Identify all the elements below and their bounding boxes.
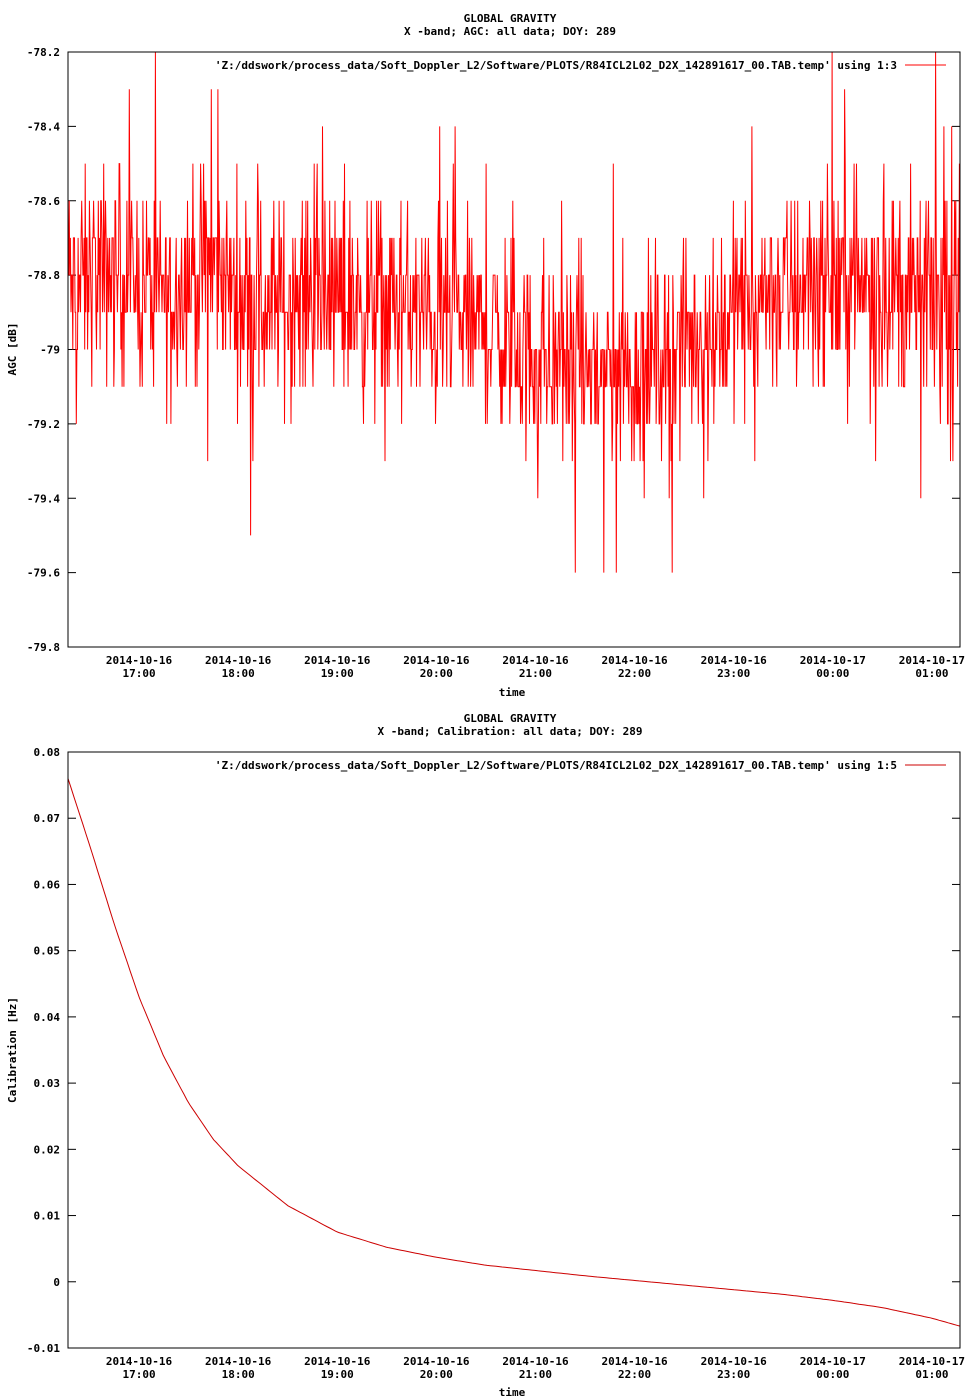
- x-tick-label: 21:00: [519, 667, 552, 680]
- y-tick-label: -79.6: [27, 567, 60, 580]
- axis-ticks: -78.2 -78.4 -78.6 -78.8 -79 -79.2 -79.4 -79.6 -7…: [27, 46, 965, 680]
- series-line: [68, 51, 961, 573]
- chart-title: GLOBAL GRAVITY: [464, 12, 557, 25]
- y-axis-label: Calibration [Hz]: [6, 997, 19, 1103]
- y-tick-label: 0.02: [34, 1143, 61, 1156]
- x-tick-label: 22:00: [618, 1368, 651, 1381]
- y-tick-label: -0.01: [27, 1342, 60, 1355]
- x-tick-label: 2014-10-17: [800, 1355, 866, 1368]
- y-tick-label: -79: [40, 344, 60, 357]
- x-tick-label: 18:00: [222, 1368, 255, 1381]
- y-tick-label: 0.07: [34, 812, 61, 825]
- x-tick-label: 2014-10-16: [205, 1355, 272, 1368]
- x-tick-label: 2014-10-16: [304, 654, 371, 667]
- x-tick-label: 00:00: [816, 667, 849, 680]
- x-tick-label: 2014-10-16: [701, 1355, 768, 1368]
- y-tick-label: 0.01: [34, 1210, 61, 1223]
- x-tick-label: 2014-10-16: [502, 654, 569, 667]
- x-tick-label: 2014-10-16: [701, 654, 768, 667]
- x-tick-label: 2014-10-16: [601, 1355, 668, 1368]
- x-tick-label: 17:00: [122, 667, 155, 680]
- x-axis-label: time: [499, 1386, 526, 1399]
- x-tick-label: 2014-10-16: [502, 1355, 569, 1368]
- y-tick-label: -78.8: [27, 269, 60, 282]
- y-tick-label: -79.4: [27, 492, 60, 505]
- x-tick-label: 23:00: [717, 1368, 750, 1381]
- x-tick-label: 2014-10-16: [205, 654, 272, 667]
- x-tick-label: 23:00: [717, 667, 750, 680]
- x-tick-label: 2014-10-16: [106, 654, 173, 667]
- chart-subtitle: X -band; AGC: all data; DOY: 289: [404, 25, 616, 38]
- x-tick-label: 01:00: [915, 667, 948, 680]
- y-tick-label: 0.08: [34, 746, 61, 759]
- x-tick-label: 2014-10-16: [403, 654, 470, 667]
- legend-label: 'Z:/ddswork/process_data/Soft_Doppler_L2…: [215, 59, 897, 72]
- calibration-chart: GLOBAL GRAVITY X -band; Calibration: all…: [6, 712, 965, 1399]
- x-tick-label: 2014-10-17: [899, 1355, 965, 1368]
- legend-label: 'Z:/ddswork/process_data/Soft_Doppler_L2…: [215, 759, 897, 772]
- y-tick-label: -78.6: [27, 195, 60, 208]
- x-tick-label: 19:00: [321, 1368, 354, 1381]
- y-axis-label: AGC [dB]: [6, 323, 19, 376]
- x-tick-label: 2014-10-16: [601, 654, 668, 667]
- y-tick-label: 0.05: [34, 945, 61, 958]
- x-tick-label: 2014-10-17: [899, 654, 965, 667]
- x-tick-label: 20:00: [420, 1368, 453, 1381]
- x-tick-label: 2014-10-16: [304, 1355, 371, 1368]
- plot-frame: [67, 751, 961, 1349]
- x-tick-label: 22:00: [618, 667, 651, 680]
- y-tick-label: -79.8: [27, 641, 60, 654]
- chart-title: GLOBAL GRAVITY: [464, 712, 557, 725]
- y-tick-label: 0.06: [34, 878, 61, 891]
- plot-frame: [67, 51, 961, 648]
- x-tick-label: 20:00: [420, 667, 453, 680]
- series-line: [67, 778, 961, 1327]
- agc-chart: GLOBAL GRAVITY X -band; AGC: all data; D…: [6, 12, 965, 699]
- y-tick-label: 0.04: [34, 1011, 61, 1024]
- x-tick-label: 2014-10-16: [403, 1355, 470, 1368]
- y-tick-label: -78.4: [27, 120, 60, 133]
- x-tick-label: 17:00: [122, 1368, 155, 1381]
- x-axis-label: time: [499, 686, 526, 699]
- x-tick-label: 2014-10-16: [106, 1355, 173, 1368]
- x-tick-label: 2014-10-17: [800, 654, 866, 667]
- x-tick-label: 19:00: [321, 667, 354, 680]
- chart-subtitle: X -band; Calibration: all data; DOY: 289: [378, 725, 643, 738]
- x-tick-label: 18:00: [222, 667, 255, 680]
- x-tick-label: 21:00: [519, 1368, 552, 1381]
- y-tick-label: 0: [53, 1276, 60, 1289]
- y-tick-label: 0.03: [34, 1077, 61, 1090]
- y-tick-label: -78.2: [27, 46, 60, 59]
- x-tick-label: 00:00: [816, 1368, 849, 1381]
- axis-ticks: 0.08 0.07 0.06 0.05 0.04 0.03 0.02 0.01 0 -0.01 20…: [27, 746, 965, 1381]
- y-tick-label: -79.2: [27, 418, 60, 431]
- x-tick-label: 01:00: [915, 1368, 948, 1381]
